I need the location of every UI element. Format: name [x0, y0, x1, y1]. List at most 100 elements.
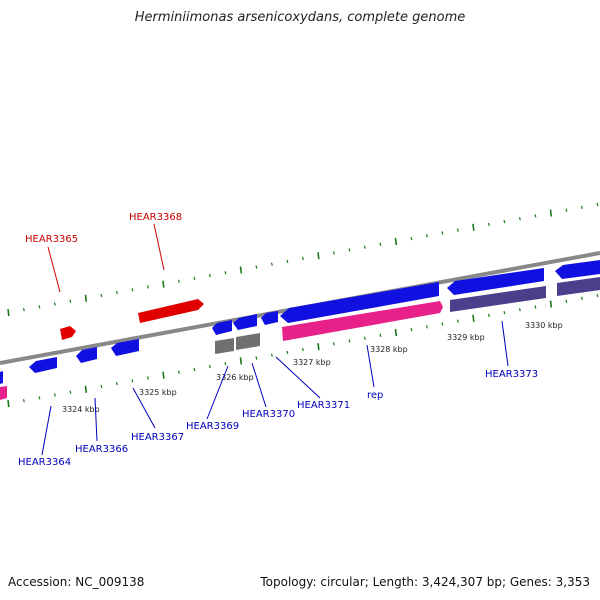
topology-text: Topology: circular; Length: 3,424,307 bp…: [260, 575, 590, 589]
gene-hear3374[interactable]: [555, 260, 600, 279]
label-hear3364[interactable]: HEAR3364: [18, 457, 71, 468]
feature-purple-1[interactable]: [450, 286, 546, 312]
tick-mark: [146, 285, 149, 289]
label-hear3370[interactable]: HEAR3370: [242, 409, 295, 420]
tick-mark: [363, 245, 366, 249]
tick-mark: [69, 390, 72, 394]
tick-mark: [239, 357, 243, 365]
tick-mark: [503, 310, 506, 315]
tick-mark: [38, 396, 41, 400]
leader-hear3365: [47, 246, 61, 293]
tick-mark: [115, 381, 118, 386]
tick-mark: [410, 236, 413, 241]
label-hear3367[interactable]: HEAR3367: [131, 432, 184, 443]
scale-label-3328: 3328 kbp: [370, 345, 408, 354]
scale-label-3324: 3324 kbp: [62, 405, 100, 414]
tick-mark: [394, 328, 398, 337]
tick-mark: [410, 327, 413, 332]
tick-mark: [456, 319, 459, 323]
tick-mark: [596, 293, 599, 298]
tick-mark: [53, 393, 56, 397]
label-hear3369[interactable]: HEAR3369: [186, 421, 239, 432]
leader-hear3364: [41, 405, 52, 456]
tick-mark: [131, 379, 134, 383]
gene-hear3371[interactable]: [280, 282, 439, 323]
tick-mark: [348, 339, 351, 343]
tick-mark: [177, 370, 180, 374]
gene-hear3364[interactable]: [29, 357, 57, 373]
gene-hear3372[interactable]: [447, 268, 544, 295]
gene-hear3369a[interactable]: [212, 320, 232, 335]
tick-mark: [270, 353, 273, 357]
tick-mark: [472, 314, 475, 322]
lower-tick-track: [7, 293, 599, 408]
tick-mark: [549, 209, 553, 217]
tick-mark: [177, 279, 180, 283]
tick-mark: [332, 251, 335, 255]
accession-text: Accession: NC_009138: [8, 575, 145, 589]
gene-hear3368[interactable]: [138, 299, 204, 323]
label-hear3368[interactable]: HEAR3368: [129, 212, 182, 223]
tick-mark: [208, 273, 211, 278]
tick-mark: [549, 300, 553, 308]
tick-mark: [441, 322, 444, 326]
upper-tick-track: [7, 202, 599, 317]
gene-hear3367[interactable]: [111, 339, 139, 356]
leader-hear3368: [153, 223, 165, 271]
tick-mark: [394, 237, 398, 246]
tick-mark: [565, 299, 568, 303]
feature-grey-2[interactable]: [236, 333, 260, 350]
gene-hear3365[interactable]: [60, 326, 76, 340]
scale-label-3330: 3330 kbp: [525, 321, 563, 330]
tick-mark: [348, 248, 351, 252]
leader-hear3370: [251, 362, 267, 408]
tick-mark: [224, 362, 227, 366]
tick-mark: [255, 356, 258, 360]
tick-mark: [317, 343, 320, 351]
gene-leaders: [41, 223, 509, 456]
label-hear3365[interactable]: HEAR3365: [25, 234, 78, 245]
feature-purple-2[interactable]: [557, 277, 600, 296]
label-hear3373[interactable]: HEAR3373: [485, 369, 538, 380]
label-rep[interactable]: rep: [367, 390, 383, 401]
tick-mark: [162, 371, 165, 379]
tick-mark: [115, 290, 118, 295]
label-hear3371[interactable]: HEAR3371: [297, 400, 350, 411]
scale-label-3329: 3329 kbp: [447, 333, 485, 342]
tick-mark: [38, 305, 41, 309]
scale-label-3327: 3327 kbp: [293, 358, 331, 367]
tick-mark: [379, 242, 382, 246]
leader-hear3373: [501, 320, 509, 367]
tick-mark: [518, 217, 521, 221]
scale-label-3325: 3325 kbp: [139, 388, 177, 397]
leader-rep: [366, 344, 375, 388]
tick-mark: [270, 262, 273, 266]
tick-mark: [22, 308, 25, 312]
gene-hear3369b[interactable]: [233, 314, 257, 330]
tick-mark: [472, 223, 475, 231]
tick-mark: [239, 266, 243, 274]
leader-hear3367: [132, 387, 156, 429]
genome-title: Herminiimonas arsenicoxydans, complete g…: [134, 10, 466, 25]
feature-grey-1[interactable]: [215, 338, 234, 354]
tick-mark: [193, 276, 196, 281]
tick-mark: [487, 313, 490, 318]
tick-mark: [69, 299, 72, 303]
tick-mark: [301, 256, 304, 261]
tick-mark: [100, 293, 103, 298]
gene-hear3370[interactable]: [261, 311, 278, 325]
gene-hear3363[interactable]: [0, 371, 3, 384]
tick-mark: [518, 308, 521, 312]
scale-label-3326: 3326 kbp: [216, 373, 254, 382]
tick-mark: [425, 325, 428, 329]
feature-pink-rep[interactable]: [282, 301, 443, 341]
tick-mark: [162, 280, 165, 288]
tick-mark: [22, 399, 25, 403]
gene-hear3366[interactable]: [76, 347, 97, 363]
tick-mark: [363, 336, 366, 340]
tick-mark: [487, 222, 490, 227]
tick-mark: [255, 265, 258, 269]
feature-pink-left[interactable]: [0, 386, 7, 400]
label-hear3366[interactable]: HEAR3366: [75, 444, 128, 455]
tick-mark: [84, 385, 88, 393]
